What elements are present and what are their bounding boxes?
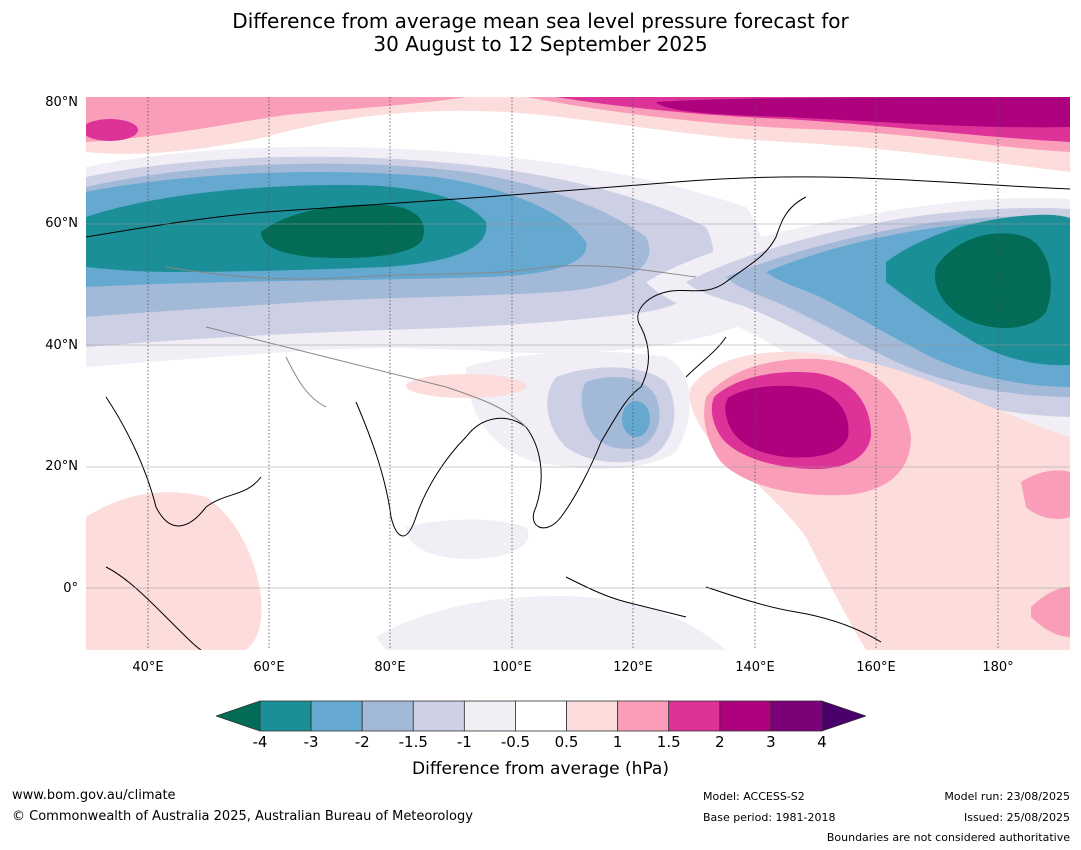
- footer-website[interactable]: www.bom.gov.au/climate: [12, 788, 176, 803]
- colorbar-label: Difference from average (hPa): [412, 759, 669, 779]
- colorbar: [216, 700, 866, 732]
- contour-east-pacific-pink: [1021, 470, 1070, 519]
- footer-disclaimer: Boundaries are not considered authoritat…: [826, 831, 1070, 844]
- colorbar-segment: [668, 700, 721, 732]
- contour-africa-pale: [86, 492, 262, 650]
- colorbar-tick-label: -1: [456, 733, 472, 751]
- colorbar-segment: [770, 700, 823, 732]
- footer-copyright: © Commonwealth of Australia 2025, Austra…: [12, 809, 473, 824]
- footer-issued: Issued: 25/08/2025: [963, 811, 1070, 824]
- lon-label-40e: 40°E: [132, 660, 164, 675]
- lat-label-60n: 60°N: [45, 216, 78, 231]
- coastlines: [86, 176, 1070, 650]
- colorbar-segment: [412, 700, 465, 732]
- colorbar-segment: [259, 700, 312, 732]
- lon-label-160e: 160°E: [856, 660, 896, 675]
- colorbar-tick-label: 2: [715, 733, 725, 751]
- lon-label-80e: 80°E: [374, 660, 406, 675]
- title-line-2: 30 August to 12 September 2025: [373, 32, 708, 56]
- colorbar-segment: [463, 700, 516, 732]
- colorbar-tick-label: -0.5: [500, 733, 531, 751]
- colorbar-tick-label: 1.5: [656, 733, 681, 751]
- contour-pacific-darkgreen: [934, 233, 1051, 329]
- colorbar-segment: [719, 700, 772, 732]
- contour-arctic-pink: [86, 97, 466, 142]
- lat-label-20n: 20°N: [45, 459, 78, 474]
- colorbar-segment: [310, 700, 363, 732]
- contour-indian-ocean-lavender: [376, 596, 726, 650]
- lon-label-140e: 140°E: [735, 660, 775, 675]
- colorbar-segment: [617, 700, 670, 732]
- colorbar-tick-label: -1.5: [398, 733, 428, 751]
- contour-arctic-west-magenta: [86, 119, 138, 141]
- colorbar-extend-low: [216, 700, 261, 732]
- lon-label-60e: 60°E: [253, 660, 285, 675]
- contour-siberia-darkgreen: [261, 204, 425, 259]
- colorbar-tick-label: 0.5: [554, 733, 579, 751]
- title-line-1: Difference from average mean sea level p…: [232, 9, 849, 33]
- contour-china-blue: [622, 401, 650, 437]
- contour-pacific-high-purple: [725, 385, 849, 458]
- colorbar-tick-label: -2: [354, 733, 370, 751]
- contour-india-lavender: [406, 519, 529, 560]
- meridians: [147, 97, 999, 650]
- country-borders: [165, 265, 697, 428]
- colorbar-tick-label: 4: [817, 733, 827, 751]
- footer-model-run: Model run: 23/08/2025: [944, 790, 1070, 803]
- colorbar-tick-label: 3: [766, 733, 776, 751]
- lat-label-40n: 40°N: [45, 338, 78, 353]
- colorbar-extend-high: [821, 700, 866, 732]
- colorbar-segment: [515, 700, 567, 732]
- colorbar-tick-label: 1: [612, 733, 623, 751]
- colorbar-segment: [361, 700, 414, 732]
- colorbar-tick-label: -3: [303, 733, 319, 751]
- contour-arctic-east-purple: [656, 97, 1070, 128]
- colorbar-tick-label: -4: [252, 733, 268, 751]
- footer-base-period: Base period: 1981-2018: [703, 811, 836, 824]
- lon-label-180: 180°: [982, 660, 1014, 675]
- footer-model: Model: ACCESS-S2: [703, 790, 805, 803]
- lat-label-80n: 80°N: [45, 95, 78, 110]
- lon-label-120e: 120°E: [613, 660, 653, 675]
- pressure-anomaly-map: [86, 97, 1070, 650]
- contour-arabia-pale: [406, 374, 526, 398]
- lat-label-equator: 0°: [63, 581, 78, 596]
- contour-se-pacific-pink: [1031, 587, 1070, 637]
- colorbar-segment: [566, 700, 619, 732]
- graticule: [86, 223, 1070, 589]
- chart-title: Difference from average mean sea level p…: [0, 10, 1081, 56]
- lon-label-100e: 100°E: [492, 660, 532, 675]
